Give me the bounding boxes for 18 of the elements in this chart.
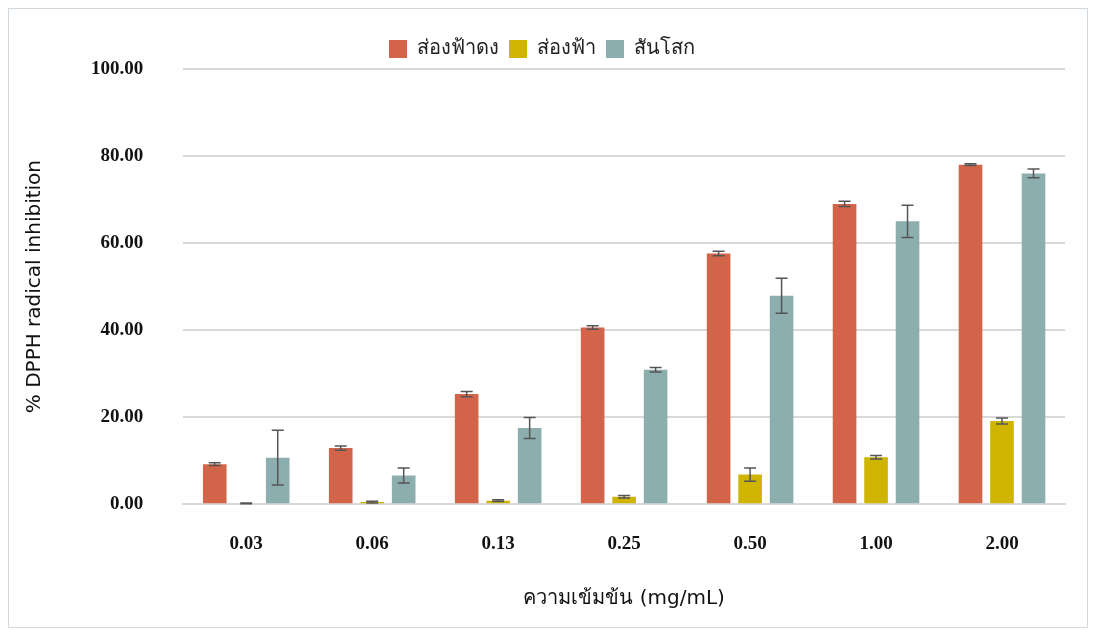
x-tick-label: 0.25: [607, 531, 641, 553]
y-tick-label: 0.00: [110, 492, 144, 514]
legend-label: สันโสก: [634, 35, 695, 60]
y-tick-label: 80.00: [100, 143, 144, 165]
legend-label: ส่องฟ้า: [537, 35, 596, 60]
y-tick-label: 60.00: [100, 230, 144, 252]
x-tick-label: 0.13: [481, 531, 515, 553]
legend-label: ส่องฟ้าดง: [417, 35, 499, 60]
x-tick-label: 0.50: [733, 531, 767, 553]
x-axis-title: ความเข้มข้น (mg/mL): [523, 585, 725, 610]
x-tick-label: 0.06: [355, 531, 389, 553]
x-tick-label: 1.00: [859, 531, 893, 553]
x-tick-label: 2.00: [985, 531, 1019, 553]
y-tick-label: 100.00: [91, 56, 144, 78]
y-tick-label: 40.00: [100, 318, 144, 340]
y-axis-title: % DPPH radical inhibition: [21, 160, 46, 414]
x-tick-label: 0.03: [229, 531, 263, 553]
y-tick-label: 20.00: [100, 405, 144, 427]
